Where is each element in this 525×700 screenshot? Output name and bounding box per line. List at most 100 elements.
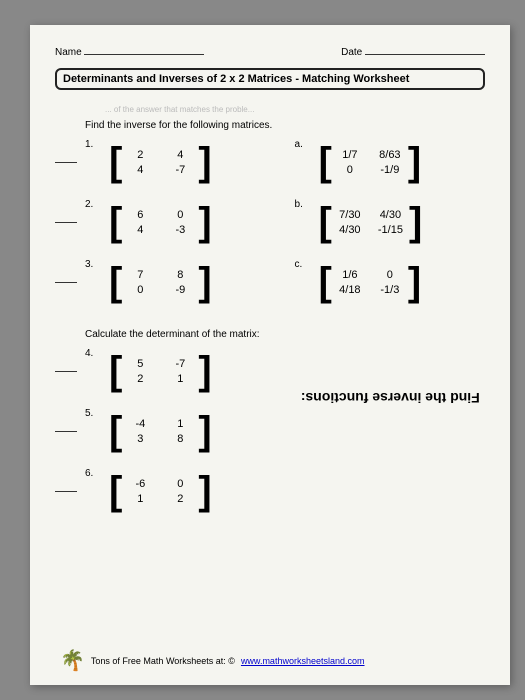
matrix-cells: 6 0 4 -3 [122, 209, 198, 236]
matrix: [ 7/30 4/30 4/30 -1/15 ] [319, 206, 423, 238]
instruction-1: Find the inverse for the following matri… [85, 120, 485, 131]
date-blank [365, 45, 485, 55]
cell: 1 [168, 418, 192, 430]
left-column-bottom: 4. [ 5 -7 2 1 ] 5. [ [55, 350, 265, 530]
bracket-right: ] [408, 146, 421, 178]
matrix-cells: 7 8 0 -9 [122, 269, 198, 296]
cell: 2 [168, 493, 192, 505]
problem-number: 5. [85, 408, 99, 419]
matrix: [ 7 8 0 -9 ] [109, 266, 212, 298]
bracket-left: [ [109, 415, 122, 447]
flipped-heading: Find the inverse functions: [295, 390, 485, 406]
problem-5: 5. [ -4 1 3 8 ] [55, 410, 265, 452]
matrix-cells: 1/7 8/63 0 -1/9 [332, 149, 408, 176]
cell: 0 [378, 269, 402, 281]
cell: 1 [128, 493, 152, 505]
cell: 1/7 [338, 149, 362, 161]
right-column-bottom: Find the inverse functions: [295, 350, 485, 530]
bracket-right: ] [198, 475, 211, 507]
cell: 4/18 [338, 284, 362, 296]
bracket-right: ] [198, 206, 211, 238]
bracket-left: [ [109, 355, 122, 387]
palm-icon: 🌴 [60, 648, 85, 673]
cell: 4 [168, 149, 192, 161]
date-field: Date [341, 45, 485, 58]
cell: 8 [168, 433, 192, 445]
bracket-left: [ [319, 146, 332, 178]
matrix-cells: -6 0 1 2 [122, 478, 198, 505]
worksheet-page: Name Date Determinants and Inverses of 2… [30, 25, 510, 685]
problem-number: 1. [85, 139, 99, 150]
cell: 2 [128, 373, 152, 385]
matrix-cells: -4 1 3 8 [122, 418, 198, 445]
answer-a: a. [ 1/7 8/63 0 -1/9 ] [295, 141, 485, 183]
answer-blank [55, 371, 77, 372]
cell: 7/30 [338, 209, 362, 221]
answer-letter: b. [295, 199, 309, 210]
problem-6: 6. [ -6 0 1 2 ] [55, 470, 265, 512]
worksheet-title: Determinants and Inverses of 2 x 2 Matri… [55, 68, 485, 90]
answer-b: b. [ 7/30 4/30 4/30 -1/15 ] [295, 201, 485, 243]
matrix: [ -6 0 1 2 ] [109, 475, 212, 507]
problem-3: 3. [ 7 8 0 -9 ] [55, 261, 265, 303]
bracket-left: [ [109, 266, 122, 298]
matrix: [ 1/6 0 4/18 -1/3 ] [319, 266, 422, 298]
answer-blank [55, 162, 77, 163]
answer-blank [55, 431, 77, 432]
cell: 7 [128, 269, 152, 281]
problem-4: 4. [ 5 -7 2 1 ] [55, 350, 265, 392]
cell: 0 [168, 209, 192, 221]
matrix: [ 1/7 8/63 0 -1/9 ] [319, 146, 422, 178]
cell: -4 [128, 418, 152, 430]
name-label: Name [55, 47, 82, 58]
bottom-columns: 4. [ 5 -7 2 1 ] 5. [ [55, 350, 485, 530]
bracket-right: ] [198, 266, 211, 298]
footer: 🌴 Tons of Free Math Worksheets at: © www… [60, 648, 480, 673]
cell: 4 [128, 164, 152, 176]
bracket-left: [ [319, 206, 332, 238]
cell: 2 [128, 149, 152, 161]
bracket-left: [ [319, 266, 332, 298]
top-columns: 1. [ 2 4 4 -7 ] 2. [ [55, 141, 485, 321]
footer-link[interactable]: www.mathworksheetsland.com [241, 656, 365, 666]
matrix: [ 2 4 4 -7 ] [109, 146, 212, 178]
bracket-right: ] [198, 415, 211, 447]
cell: -7 [168, 164, 192, 176]
date-label: Date [341, 47, 362, 58]
bracket-left: [ [109, 475, 122, 507]
bracket-left: [ [109, 146, 122, 178]
cell: -7 [168, 358, 192, 370]
bracket-right: ] [408, 266, 421, 298]
answer-letter: c. [295, 259, 309, 270]
matrix-cells: 7/30 4/30 4/30 -1/15 [332, 209, 409, 236]
matrix: [ -4 1 3 8 ] [109, 415, 212, 447]
cell: 4/30 [378, 209, 403, 221]
matrix-cells: 2 4 4 -7 [122, 149, 198, 176]
answer-blank [55, 222, 77, 223]
instruction-2: Calculate the determinant of the matrix: [85, 329, 485, 340]
cell: 1/6 [338, 269, 362, 281]
cell: 8/63 [378, 149, 402, 161]
bracket-right: ] [198, 355, 211, 387]
bracket-right: ] [409, 206, 422, 238]
matrix: [ 6 0 4 -3 ] [109, 206, 212, 238]
cell: -3 [168, 224, 192, 236]
cell: 3 [128, 433, 152, 445]
cell: -1/9 [378, 164, 402, 176]
cell: 0 [168, 478, 192, 490]
cell: -9 [168, 284, 192, 296]
cell: -1/3 [378, 284, 402, 296]
cell: 0 [338, 164, 362, 176]
bracket-left: [ [109, 206, 122, 238]
problem-number: 6. [85, 468, 99, 479]
problem-number: 4. [85, 348, 99, 359]
problem-number: 3. [85, 259, 99, 270]
footer-text: Tons of Free Math Worksheets at: © [91, 656, 235, 666]
answer-blank [55, 282, 77, 283]
faded-instruction: ... of the answer that matches the probl… [105, 105, 485, 114]
cell: 8 [168, 269, 192, 281]
problem-1: 1. [ 2 4 4 -7 ] [55, 141, 265, 183]
name-field: Name [55, 45, 204, 58]
cell: 6 [128, 209, 152, 221]
bracket-right: ] [198, 146, 211, 178]
